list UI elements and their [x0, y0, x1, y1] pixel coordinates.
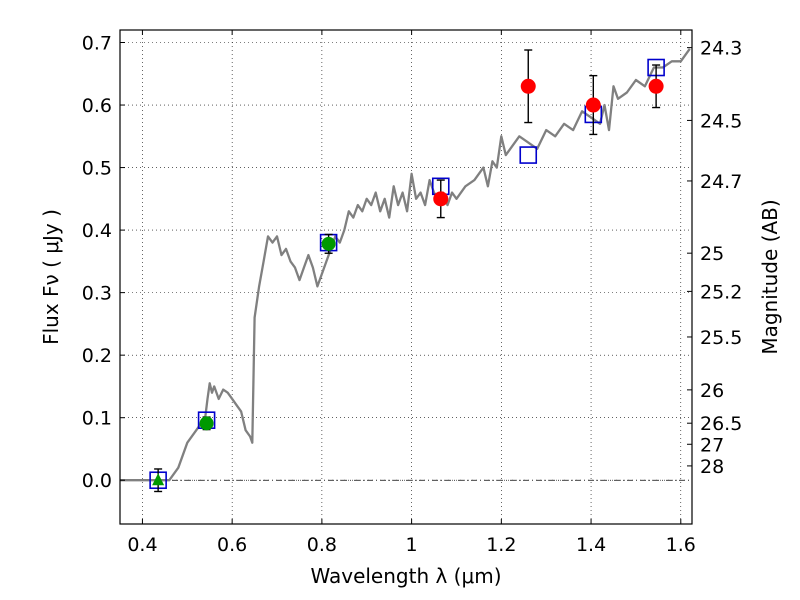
- x-tick-label: 0.6: [217, 534, 247, 556]
- right-tick-label: 25.5: [700, 327, 742, 349]
- x-tick-label: 0.8: [307, 534, 337, 556]
- nir-flux-point: [648, 78, 664, 94]
- x-tick-label: 0.4: [127, 534, 157, 556]
- right-tick-label: 26: [700, 380, 724, 402]
- data-markers-layer: [149, 49, 665, 493]
- model-spectrum-layer: [120, 48, 691, 482]
- right-tick-label: 24.3: [700, 38, 742, 60]
- y-tick-label: 0.2: [82, 345, 112, 367]
- x-tick-label: 1.2: [486, 534, 516, 556]
- right-tick-label: 25.2: [700, 281, 742, 303]
- y-tick-label: 0.6: [82, 95, 112, 117]
- optical-flux-point: [321, 236, 336, 251]
- upper-limit-triangle: [152, 473, 165, 486]
- y-tick-label: 0.0: [82, 470, 112, 492]
- y-tick-label: 0.7: [82, 33, 112, 55]
- nir-flux-point: [585, 97, 601, 113]
- y-tick-label: 0.4: [82, 220, 112, 242]
- grid-lines: [120, 30, 692, 524]
- right-tick-label: 27: [700, 434, 724, 456]
- plot-frame: [119, 29, 693, 525]
- x-tick-label: 1.6: [666, 534, 696, 556]
- right-tick-label: 28: [700, 456, 724, 478]
- y-axis-label-right: Magnitude (AB): [758, 199, 782, 354]
- nir-flux-point: [433, 191, 449, 207]
- right-tick-label: 26.5: [700, 413, 742, 435]
- x-axis-label: Wavelength λ (μm): [310, 564, 501, 588]
- right-tick-label: 25: [700, 243, 724, 265]
- x-tick-label: 1: [406, 534, 418, 556]
- y-tick-label: 0.3: [82, 283, 112, 305]
- nir-flux-point: [520, 78, 536, 94]
- right-tick-label: 24.7: [700, 171, 742, 193]
- optical-flux-point: [199, 416, 214, 431]
- right-tick-label: 24.5: [700, 110, 742, 132]
- y-axis-left: 0.0 0.1 0.2 0.3 0.4 0.5 0.6 0.7: [82, 33, 125, 492]
- model-spectrum-line: [120, 48, 691, 482]
- x-axis: 0.4 0.6 0.8 1 1.2 1.4 1.6: [127, 30, 696, 556]
- x-tick-label: 1.4: [576, 534, 606, 556]
- y-axis-label-left: Flux Fν ( μJy ): [39, 209, 63, 345]
- y-tick-label: 0.5: [82, 158, 112, 180]
- y-tick-label: 0.1: [82, 408, 112, 430]
- model-flux-square: [519, 146, 538, 164]
